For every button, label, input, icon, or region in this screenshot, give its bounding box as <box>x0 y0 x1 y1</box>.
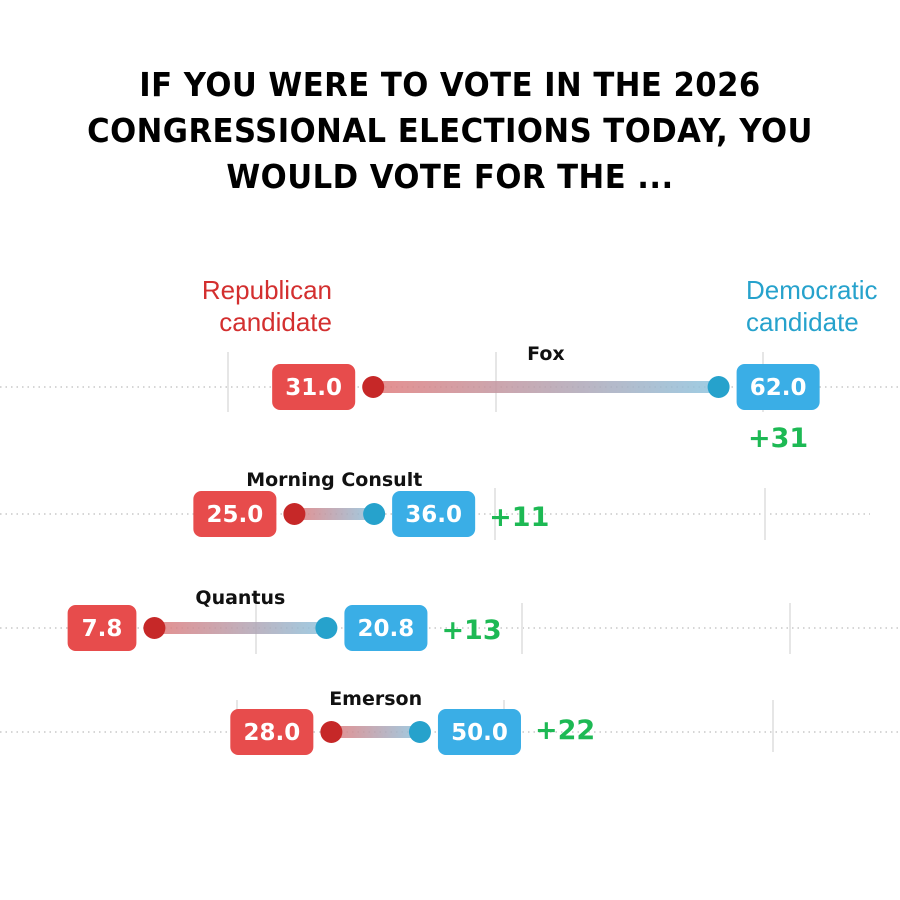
democratic-value-pill <box>392 491 476 537</box>
republican-value: 7.8 <box>82 616 123 642</box>
margin-value: +31 <box>748 423 808 454</box>
republican-value-pill <box>193 491 277 537</box>
democratic-value-pill <box>736 364 820 410</box>
pollster-label: Emerson <box>329 688 422 710</box>
democratic-value: 50.0 <box>451 720 508 746</box>
pollster-label: Quantus <box>195 587 285 609</box>
republican-value: 31.0 <box>285 375 342 401</box>
republican-dot <box>362 376 385 398</box>
democratic-value-pill <box>344 605 428 651</box>
republican-value-pill <box>67 605 137 651</box>
democratic-dot <box>707 376 730 398</box>
margin-value: +13 <box>441 615 501 646</box>
democratic-dot <box>408 721 431 743</box>
democratic-dot <box>315 617 338 639</box>
democratic-value-pill <box>437 709 521 755</box>
republican-dot <box>320 721 343 743</box>
legend-democratic: Democratic candidate <box>746 275 878 337</box>
republican-dot <box>283 503 306 525</box>
democratic-dot <box>363 503 386 525</box>
margin-value: +11 <box>489 502 549 533</box>
republican-value-pill <box>272 364 356 410</box>
margin-value: +22 <box>535 715 595 746</box>
republican-dot <box>143 617 166 639</box>
republican-value: 25.0 <box>207 502 264 528</box>
pollster-label: Fox <box>527 343 565 365</box>
democratic-value: 20.8 <box>358 616 415 642</box>
pollster-label: Morning Consult <box>246 469 422 491</box>
democratic-value: 62.0 <box>750 375 807 401</box>
democratic-value: 36.0 <box>405 502 462 528</box>
republican-value-pill <box>230 709 314 755</box>
chart-title: If you were to vote in the 2026 Congress… <box>87 65 813 196</box>
legend-republican: Republican candidate <box>201 275 332 337</box>
republican-value: 28.0 <box>243 720 300 746</box>
